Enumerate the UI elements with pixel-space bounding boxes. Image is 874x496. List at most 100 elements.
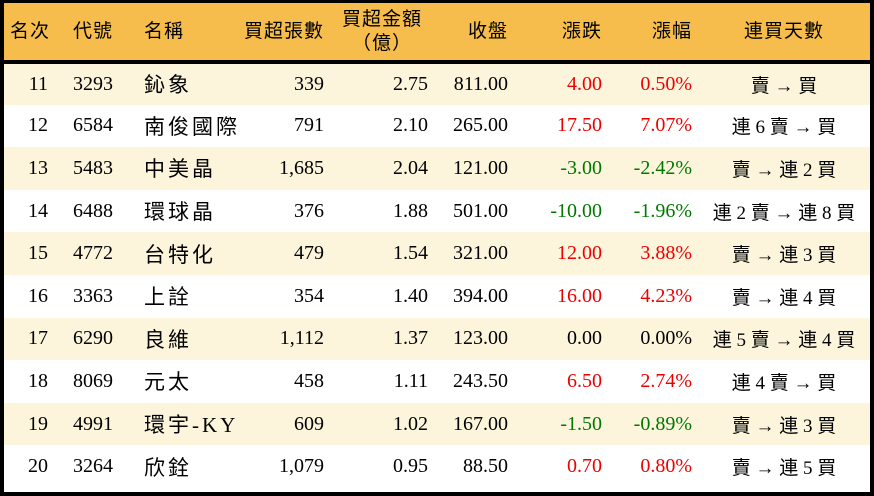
cell-code: 6488 <box>73 199 113 222</box>
cell-rank: 17 <box>28 327 48 350</box>
cell-change-pct: 0.80% <box>640 455 692 478</box>
col-header-rank: 名次 <box>4 3 56 64</box>
cell-volume: 354 <box>294 284 324 307</box>
cell-code: 4772 <box>73 242 113 265</box>
cell-change: 12.00 <box>557 242 602 265</box>
table-row: 16 3363 上詮 354 1.40 394.00 16.00 4.23% 賣… <box>4 274 870 318</box>
table-header: 名次 代號 名稱 買超張數 買超金額 （億） 收盤 漲跌 漲幅 連買天數 <box>4 3 870 64</box>
cell-change-pct: -2.42% <box>633 156 692 179</box>
cell-change: 0.70 <box>567 455 602 478</box>
cell-rank: 16 <box>28 284 48 307</box>
cell-change-pct: 0.50% <box>640 72 692 95</box>
cell-streak: 賣 → 連 3 買 <box>731 245 837 267</box>
cell-rank: 15 <box>28 242 48 265</box>
col-header-code: 代號 <box>56 3 130 64</box>
cell-volume: 1,685 <box>279 156 324 179</box>
cell-close: 88.50 <box>463 455 508 478</box>
cell-amount: 1.02 <box>393 412 428 435</box>
cell-amount: 1.11 <box>393 369 428 392</box>
cell-change: 0.00 <box>567 327 602 350</box>
cell-code: 3293 <box>73 72 113 95</box>
cell-rank: 19 <box>28 412 48 435</box>
cell-change-pct: 3.88% <box>640 242 692 265</box>
cell-name: 良維 <box>144 327 192 352</box>
cell-rank: 20 <box>28 455 48 478</box>
cell-close: 243.50 <box>453 369 508 392</box>
cell-volume: 376 <box>294 199 324 222</box>
cell-code: 3363 <box>73 284 113 307</box>
cell-rank: 12 <box>28 114 48 137</box>
cell-streak: 賣 → 連 5 買 <box>731 458 837 480</box>
cell-change: -1.50 <box>560 412 602 435</box>
cell-volume: 1,112 <box>279 327 324 350</box>
cell-change-pct: 2.74% <box>640 369 692 392</box>
cell-name: 欣銓 <box>144 455 192 480</box>
cell-change-pct: 7.07% <box>640 114 692 137</box>
cell-streak: 連 2 賣 → 連 8 買 <box>712 202 856 224</box>
cell-change: 4.00 <box>567 72 602 95</box>
table-row: 14 6488 環球晶 376 1.88 501.00 -10.00 -1.96… <box>4 189 870 233</box>
cell-volume: 339 <box>294 72 324 95</box>
cell-volume: 479 <box>294 242 324 265</box>
cell-amount: 0.95 <box>393 455 428 478</box>
cell-volume: 609 <box>294 412 324 435</box>
cell-change: 6.50 <box>567 369 602 392</box>
col-header-change-pct: 漲幅 <box>608 3 698 64</box>
cell-change: -3.00 <box>560 156 602 179</box>
cell-name: 元太 <box>144 370 192 395</box>
table-row: 12 6584 南俊國際 791 2.10 265.00 17.50 7.07%… <box>4 104 870 148</box>
cell-change: 17.50 <box>557 114 602 137</box>
cell-code: 6290 <box>73 327 113 350</box>
cell-close: 265.00 <box>453 114 508 137</box>
cell-code: 3264 <box>73 455 113 478</box>
cell-volume: 458 <box>294 369 324 392</box>
cell-amount: 2.75 <box>393 72 428 95</box>
cell-change: -10.00 <box>550 199 602 222</box>
cell-code: 5483 <box>73 156 113 179</box>
cell-amount: 1.88 <box>393 199 428 222</box>
table-body: 11 3293 鈊象 339 2.75 811.00 4.00 0.50% 賣 … <box>4 62 870 488</box>
cell-name: 南俊國際 <box>144 114 240 139</box>
cell-close: 167.00 <box>453 412 508 435</box>
cell-amount: 2.10 <box>393 114 428 137</box>
cell-change-pct: -1.96% <box>633 199 692 222</box>
table-row: 19 4991 環宇-KY 609 1.02 167.00 -1.50 -0.8… <box>4 402 870 446</box>
cell-streak: 連 4 賣 → 買 <box>731 372 837 394</box>
col-header-streak: 連買天數 <box>698 3 870 64</box>
cell-rank: 18 <box>28 369 48 392</box>
cell-volume: 1,079 <box>279 455 324 478</box>
cell-amount: 1.37 <box>393 327 428 350</box>
cell-change-pct: -0.89% <box>633 412 692 435</box>
cell-code: 8069 <box>73 369 113 392</box>
header-row: 名次 代號 名稱 買超張數 買超金額 （億） 收盤 漲跌 漲幅 連買天數 <box>4 3 870 64</box>
cell-code: 4991 <box>73 412 113 435</box>
cell-streak: 賣 → 買 <box>750 75 818 97</box>
cell-code: 6584 <box>73 114 113 137</box>
cell-streak: 賣 → 連 3 買 <box>731 415 837 437</box>
cell-amount: 1.54 <box>393 242 428 265</box>
cell-close: 501.00 <box>453 199 508 222</box>
table-row: 15 4772 台特化 479 1.54 321.00 12.00 3.88% … <box>4 232 870 275</box>
col-header-change: 漲跌 <box>522 3 608 64</box>
col-header-close: 收盤 <box>434 3 522 64</box>
cell-close: 321.00 <box>453 242 508 265</box>
cell-close: 811.00 <box>453 72 508 95</box>
cell-amount: 1.40 <box>393 284 428 307</box>
cell-streak: 賣 → 連 4 買 <box>731 287 837 309</box>
col-header-name: 名稱 <box>130 3 244 64</box>
cell-name: 環宇-KY <box>144 413 239 438</box>
cell-close: 121.00 <box>453 156 508 179</box>
stock-net-buy-table: 名次 代號 名稱 買超張數 買超金額 （億） 收盤 漲跌 漲幅 連買天數 11 … <box>4 3 870 488</box>
cell-name: 環球晶 <box>144 200 216 225</box>
table-row: 20 3264 欣銓 1,079 0.95 88.50 0.70 0.80% 賣… <box>4 445 870 488</box>
table-row: 13 5483 中美晶 1,685 2.04 121.00 -3.00 -2.4… <box>4 147 870 190</box>
table-row: 11 3293 鈊象 339 2.75 811.00 4.00 0.50% 賣 … <box>4 62 870 105</box>
table-row: 17 6290 良維 1,112 1.37 123.00 0.00 0.00% … <box>4 317 870 361</box>
cell-name: 中美晶 <box>144 157 216 182</box>
cell-rank: 11 <box>28 72 48 95</box>
cell-name: 台特化 <box>144 242 216 267</box>
cell-amount: 2.04 <box>393 156 428 179</box>
cell-change-pct: 0.00% <box>640 327 692 350</box>
cell-name: 鈊象 <box>144 73 192 98</box>
